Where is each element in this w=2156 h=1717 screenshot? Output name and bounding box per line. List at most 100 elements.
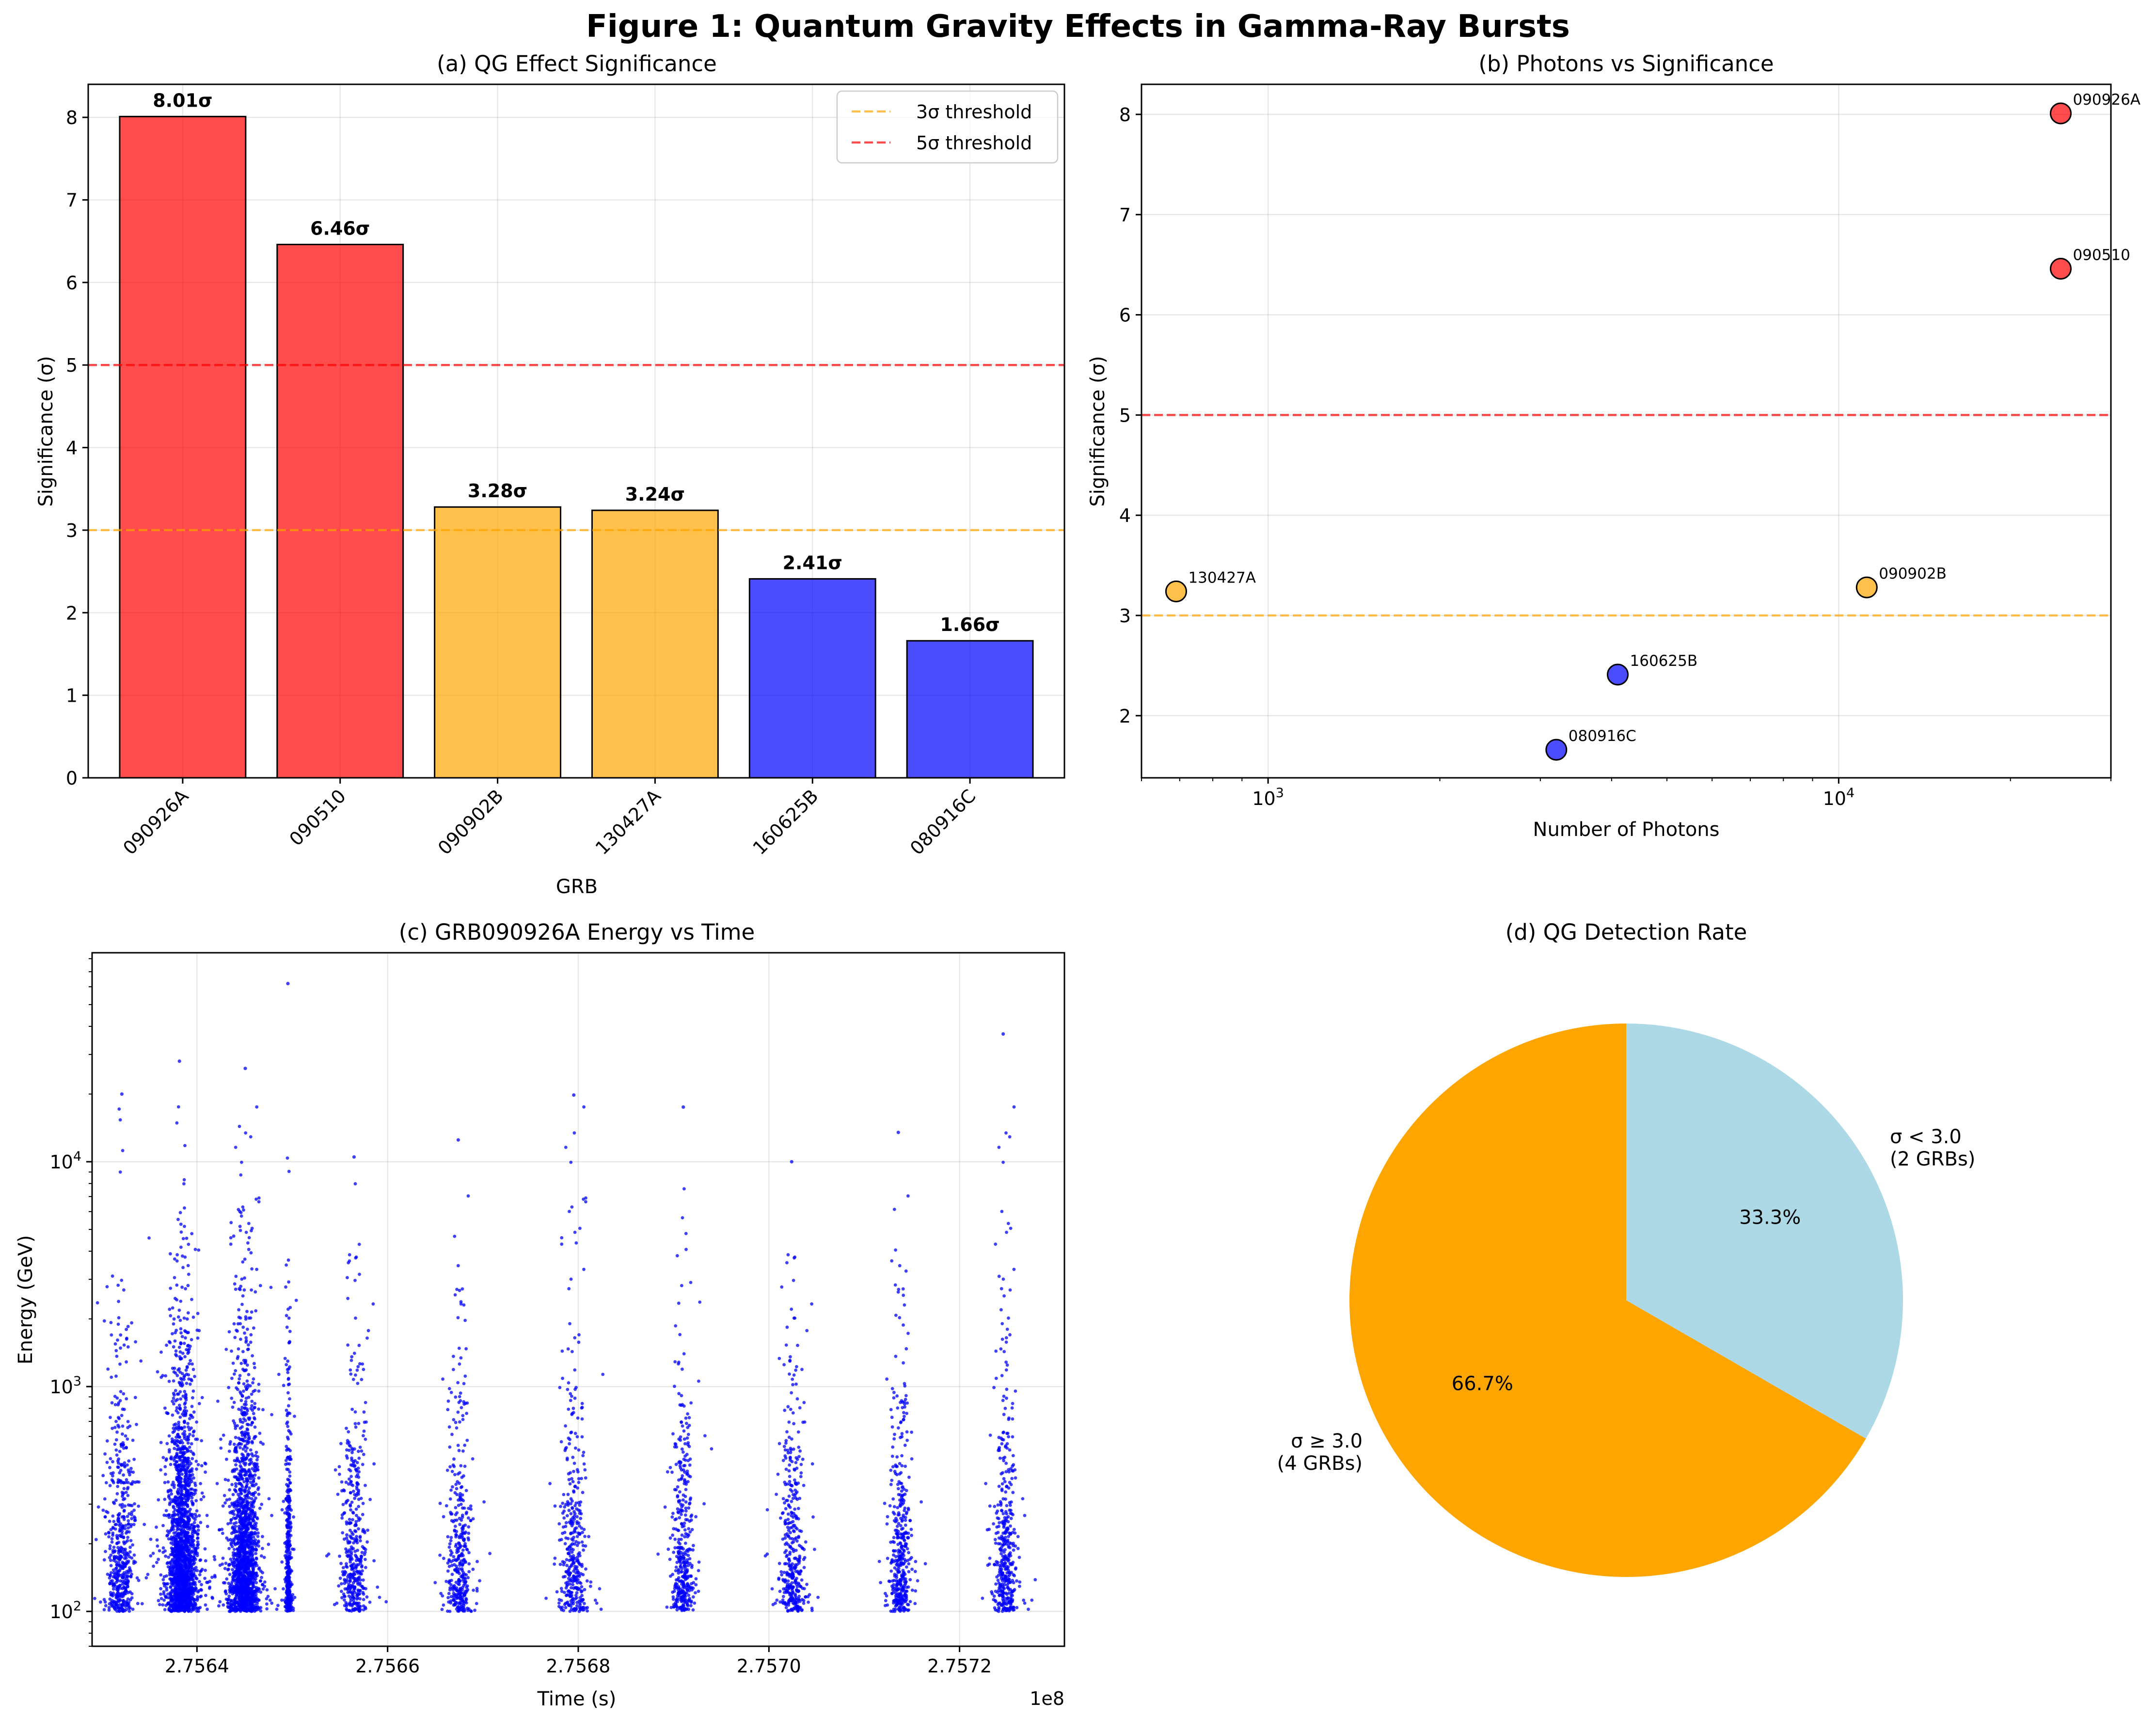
- photon-point: [232, 1442, 236, 1446]
- photon-point: [188, 1433, 191, 1436]
- photon-point: [249, 1477, 253, 1481]
- photon-point: [366, 1329, 370, 1333]
- photon-point: [189, 1595, 192, 1599]
- panel-b-ylabel: Significance (σ): [1087, 356, 1109, 506]
- photon-point: [253, 1405, 257, 1409]
- photon-point: [254, 1532, 257, 1536]
- photon-point: [196, 1543, 200, 1546]
- photon-point: [250, 1267, 254, 1271]
- photon-point: [186, 1437, 190, 1441]
- photon-point: [196, 1463, 200, 1466]
- photon-point: [232, 1502, 236, 1506]
- photon-point: [246, 1428, 250, 1432]
- photon-point: [182, 1523, 186, 1527]
- photon-point: [238, 1210, 241, 1213]
- photon-point: [241, 1260, 245, 1264]
- photon-point: [99, 1600, 102, 1604]
- photon-point: [253, 1362, 256, 1366]
- photon-point: [112, 1545, 116, 1549]
- photon-point: [357, 1563, 361, 1567]
- photon-point: [285, 1420, 289, 1424]
- photon-point: [173, 1513, 176, 1517]
- photon-point: [244, 1457, 248, 1461]
- photon-point: [162, 1581, 166, 1585]
- photon-point: [285, 1532, 289, 1536]
- photon-point: [125, 1529, 129, 1533]
- photon-point: [172, 1485, 176, 1489]
- photon-point: [249, 1481, 253, 1484]
- photon-point: [244, 1396, 248, 1400]
- photon-point: [282, 1384, 285, 1387]
- photon-point: [292, 1547, 296, 1551]
- photon-point: [115, 1453, 119, 1457]
- photon-point: [183, 1450, 187, 1454]
- photon-point: [133, 1502, 136, 1506]
- y-tick-label: 2: [66, 602, 78, 624]
- photon-point: [102, 1598, 106, 1602]
- photon-point: [122, 1599, 125, 1603]
- photon-point: [116, 1323, 120, 1326]
- photon-point: [106, 1573, 110, 1576]
- photon-point: [213, 1558, 217, 1561]
- photon-point: [192, 1488, 196, 1492]
- photon-point: [168, 1307, 172, 1311]
- photon-point: [181, 1593, 185, 1597]
- photon-point: [169, 1252, 172, 1256]
- photon-point: [156, 1370, 159, 1374]
- photon-point: [227, 1386, 231, 1389]
- photon-point: [350, 1355, 354, 1359]
- photon-point: [111, 1568, 115, 1572]
- photon-point: [253, 1366, 256, 1370]
- photon-point: [181, 1540, 185, 1543]
- photon-point: [190, 1501, 194, 1505]
- photon-point: [248, 1486, 251, 1490]
- photon-point: [286, 1391, 290, 1395]
- photon-point: [137, 1504, 141, 1508]
- photon-point: [125, 1491, 128, 1494]
- photon-point: [286, 1425, 290, 1428]
- photon-point: [146, 1573, 150, 1576]
- photon-point: [198, 1559, 202, 1562]
- photon-point: [213, 1574, 217, 1577]
- photon-point: [247, 1560, 251, 1564]
- photon-point: [257, 1389, 261, 1393]
- photon-point: [236, 1387, 239, 1391]
- photon-point: [111, 1594, 114, 1598]
- panel-c-points: [93, 981, 1037, 1613]
- photon-point: [359, 1539, 362, 1543]
- photon-point: [120, 1529, 124, 1533]
- photon-point: [246, 1241, 250, 1245]
- photon-point: [168, 1341, 172, 1344]
- photon-point: [173, 1590, 176, 1593]
- photon-point: [189, 1413, 192, 1417]
- photon-point: [113, 1523, 117, 1527]
- photon-point: [115, 1492, 119, 1496]
- photon-point: [276, 1604, 280, 1607]
- photon-point: [193, 1491, 197, 1495]
- photon-point: [288, 1306, 292, 1309]
- y-tick-label: 3: [66, 520, 78, 541]
- photon-point: [128, 1598, 132, 1602]
- photon-point: [126, 1536, 129, 1539]
- photon-point: [173, 1393, 176, 1397]
- photon-point: [120, 1595, 124, 1599]
- photon-point: [181, 1585, 185, 1589]
- photon-point: [285, 1325, 289, 1329]
- photon-point: [174, 1499, 177, 1503]
- photon-point: [239, 1546, 243, 1550]
- photon-point: [244, 1131, 248, 1135]
- photon-point: [174, 1572, 178, 1575]
- photon-point: [117, 1300, 121, 1303]
- photon-point: [280, 1560, 284, 1564]
- photon-point: [364, 1483, 367, 1487]
- photon-point: [175, 1513, 179, 1517]
- photon-point: [120, 1535, 124, 1539]
- photon-point: [109, 1571, 113, 1575]
- photon-point: [228, 1505, 231, 1508]
- photon-point: [196, 1595, 199, 1599]
- photon-point: [237, 1525, 240, 1528]
- photon-point: [198, 1580, 201, 1583]
- photon-point: [182, 1575, 186, 1578]
- photon-point: [127, 1522, 130, 1526]
- photon-point: [109, 1574, 112, 1577]
